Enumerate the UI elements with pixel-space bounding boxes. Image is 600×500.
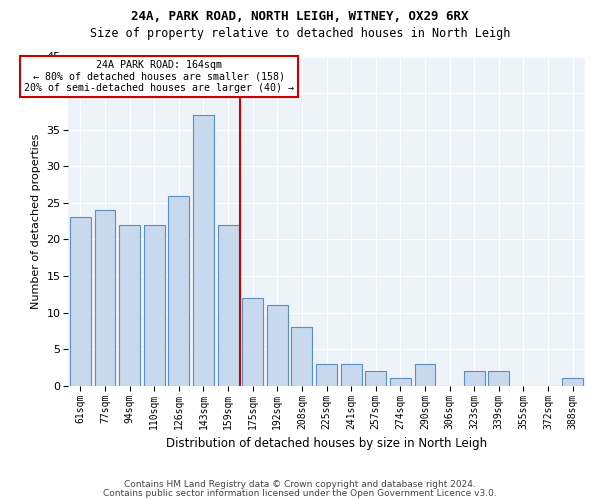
Bar [562, 378, 583, 386]
Text: Size of property relative to detached houses in North Leigh: Size of property relative to detached ho… [90, 28, 510, 40]
Text: Contains HM Land Registry data © Crown copyright and database right 2024.: Contains HM Land Registry data © Crown c… [124, 480, 476, 489]
Y-axis label: Number of detached properties: Number of detached properties [31, 134, 41, 309]
Bar [316, 364, 337, 386]
Bar [415, 364, 436, 386]
Text: Contains public sector information licensed under the Open Government Licence v3: Contains public sector information licen… [103, 490, 497, 498]
Bar [70, 218, 91, 386]
Bar [119, 225, 140, 386]
X-axis label: Distribution of detached houses by size in North Leigh: Distribution of detached houses by size … [166, 437, 487, 450]
Bar [341, 364, 362, 386]
Bar [267, 306, 288, 386]
Bar [169, 196, 190, 386]
Bar [242, 298, 263, 386]
Bar [95, 210, 115, 386]
Bar [144, 225, 164, 386]
Bar [218, 225, 239, 386]
Bar [390, 378, 411, 386]
Bar [464, 371, 485, 386]
Text: 24A PARK ROAD: 164sqm
← 80% of detached houses are smaller (158)
20% of semi-det: 24A PARK ROAD: 164sqm ← 80% of detached … [24, 60, 294, 94]
Bar [292, 327, 313, 386]
Bar [365, 371, 386, 386]
Bar [488, 371, 509, 386]
Bar [193, 115, 214, 386]
Text: 24A, PARK ROAD, NORTH LEIGH, WITNEY, OX29 6RX: 24A, PARK ROAD, NORTH LEIGH, WITNEY, OX2… [131, 10, 469, 23]
